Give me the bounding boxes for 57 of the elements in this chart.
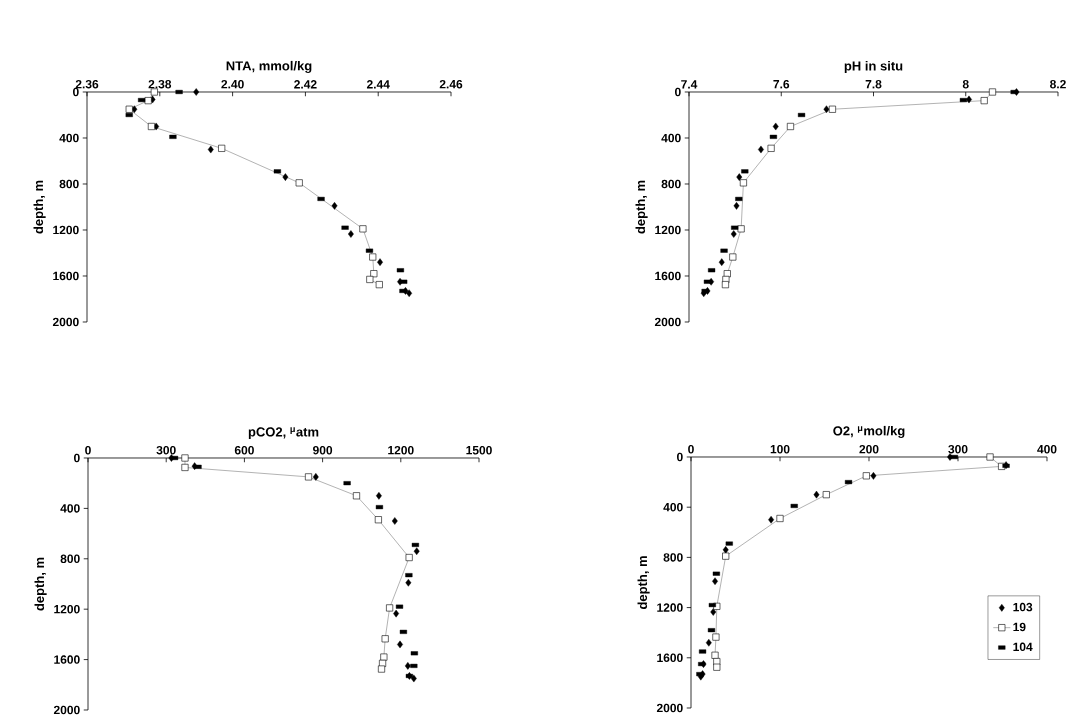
x-tick-label: 2.46 — [439, 79, 463, 89]
x-tick-label: 300 — [948, 444, 968, 454]
y-axis-title: depth, m — [637, 556, 650, 610]
y-tick-label: 0 — [74, 453, 80, 463]
x-tick-label: 8.2 — [1050, 79, 1066, 89]
x-tick-label: 1500 — [466, 445, 492, 455]
y-tick-label: 800 — [661, 179, 681, 189]
y-tick-label: 800 — [59, 179, 79, 189]
legend-label: 19 — [1013, 622, 1026, 632]
x-tick-label: 2.44 — [366, 80, 390, 89]
x-tick-label: 100 — [770, 444, 790, 454]
x-tick-label: 7.6 — [773, 79, 790, 89]
y-tick-label: 400 — [59, 133, 79, 143]
y-tick-label: 2000 — [654, 317, 681, 327]
y-tick-label: 2000 — [53, 705, 80, 715]
x-tick-label: 7.8 — [865, 79, 882, 89]
y-tick-label: 400 — [661, 133, 681, 143]
y-axis-title: depth, m — [635, 180, 648, 234]
x-tick-label: 8 — [962, 79, 969, 89]
y-tick-label: 800 — [663, 553, 683, 562]
x-tick-label: 7.4 — [681, 80, 698, 89]
x-tick-label: 2.36 — [75, 79, 99, 89]
x-axis-title: O2, $^{μ}$mol/kg — [833, 425, 905, 439]
x-tick-label: 400 — [1037, 444, 1057, 454]
y-tick-label: 1600 — [54, 655, 80, 664]
y-axis-title: depth, m — [34, 557, 47, 611]
y-tick-label: 0 — [73, 87, 79, 97]
x-tick-label: 200 — [859, 444, 879, 454]
y-tick-label: 1600 — [655, 271, 681, 281]
y-tick-label: 1200 — [657, 603, 683, 612]
y-tick-label: 1600 — [53, 271, 79, 281]
x-tick-label: 2.40 — [221, 79, 244, 89]
x-tick-label: 0 — [85, 445, 91, 455]
x-tick-label: 1200 — [388, 445, 414, 455]
y-tick-label: 1200 — [54, 604, 80, 614]
legend-label: 103 — [1013, 602, 1033, 612]
x-axis-title: pCO2, $^{μ}$atm — [248, 427, 319, 440]
y-tick-label: 800 — [60, 554, 80, 564]
x-axis-title: NTA, mmol/kg — [226, 60, 312, 74]
legend-label: 104 — [1013, 642, 1033, 652]
y-tick-label: 2000 — [52, 317, 79, 327]
y-tick-label: 1200 — [53, 225, 79, 235]
x-tick-label: 300 — [156, 445, 176, 455]
y-tick-label: 1200 — [655, 225, 681, 235]
x-tick-label: 0 — [688, 444, 694, 454]
x-tick-label: 900 — [313, 445, 333, 455]
y-tick-label: 400 — [60, 504, 80, 513]
y-tick-label: 0 — [675, 87, 681, 97]
y-tick-label: 400 — [663, 502, 683, 512]
x-tick-label: 2.42 — [294, 80, 317, 89]
y-tick-label: 1600 — [657, 653, 683, 663]
x-tick-label: 2.38 — [148, 79, 172, 89]
x-axis-title: pH in situ — [844, 60, 903, 74]
y-tick-label: 0 — [677, 452, 683, 462]
y-tick-label: 2000 — [656, 703, 683, 713]
x-tick-label: 600 — [234, 445, 254, 455]
y-axis-title: depth, m — [33, 180, 46, 234]
